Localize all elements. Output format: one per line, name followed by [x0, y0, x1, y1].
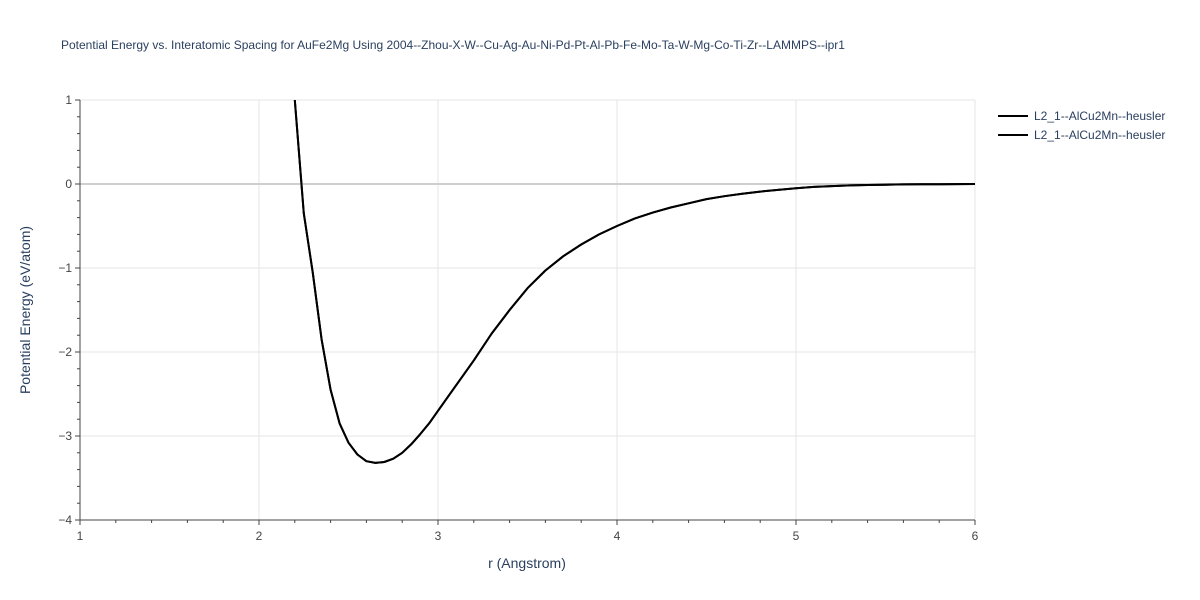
legend-swatch: [998, 133, 1028, 136]
series-layer: [293, 100, 975, 464]
legend-label: L2_1--AlCu2Mn--heusler: [1034, 108, 1166, 123]
grid-layer: [80, 99, 976, 520]
series-line-2: [293, 100, 975, 464]
x-tick-label: 2: [256, 529, 263, 543]
x-tick-label: 3: [435, 529, 442, 543]
legend-item[interactable]: L2_1--AlCu2Mn--heusler: [998, 125, 1165, 144]
y-tick-label: −2: [58, 345, 72, 359]
x-tick-label: 6: [972, 529, 979, 543]
y-tick-label: −3: [58, 429, 72, 443]
x-axis-label: r (Angstrom): [488, 555, 566, 571]
chart-title: Potential Energy vs. Interatomic Spacing…: [61, 38, 845, 52]
x-tick-label: 1: [77, 529, 84, 543]
y-tick-label: −4: [58, 513, 72, 527]
y-tick-label: 0: [65, 177, 72, 191]
legend-item[interactable]: L2_1--AlCu2Mn--heusler: [998, 106, 1165, 125]
y-tick-label: −1: [58, 261, 72, 275]
axis-layer: 1 0 −1 −2 −3 −4 1 2 3 4 5 6: [58, 93, 978, 543]
legend: L2_1--AlCu2Mn--heusler L2_1--AlCu2Mn--he…: [998, 106, 1165, 144]
y-tick-label: 1: [65, 93, 72, 107]
legend-label: L2_1--AlCu2Mn--heusler: [1034, 127, 1166, 142]
x-tick-label: 5: [793, 529, 800, 543]
y-axis-label: Potential Energy (eV/atom): [17, 226, 33, 394]
x-tick-label: 4: [614, 529, 621, 543]
legend-swatch: [998, 114, 1028, 117]
series-line-1: [293, 100, 975, 464]
